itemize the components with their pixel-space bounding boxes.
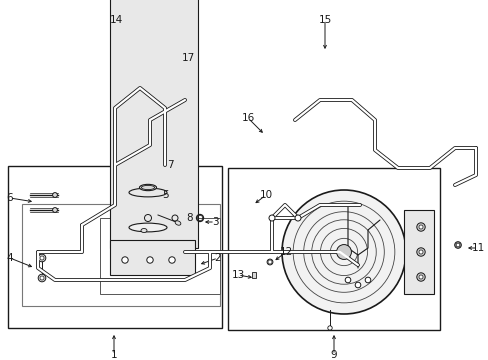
Text: 15: 15 xyxy=(318,15,331,25)
Bar xyxy=(110,240,195,275)
Circle shape xyxy=(40,256,44,260)
Text: 3: 3 xyxy=(211,217,218,227)
Text: 10: 10 xyxy=(259,190,272,200)
Text: 1: 1 xyxy=(110,350,117,360)
Ellipse shape xyxy=(53,208,57,212)
Circle shape xyxy=(416,248,425,256)
Circle shape xyxy=(416,223,425,231)
Ellipse shape xyxy=(455,243,459,247)
Bar xyxy=(403,210,433,294)
Bar xyxy=(251,271,256,278)
Ellipse shape xyxy=(129,188,167,197)
Ellipse shape xyxy=(129,223,167,232)
Text: 4: 4 xyxy=(7,253,13,263)
Circle shape xyxy=(336,244,351,260)
Text: 8: 8 xyxy=(186,213,193,223)
Text: 16: 16 xyxy=(241,113,254,123)
Circle shape xyxy=(345,277,350,283)
Bar xyxy=(227,168,439,330)
Bar xyxy=(129,193,167,228)
Circle shape xyxy=(268,215,274,221)
Ellipse shape xyxy=(139,184,156,191)
Text: 11: 11 xyxy=(470,243,484,253)
Circle shape xyxy=(168,257,175,263)
Text: 6: 6 xyxy=(7,193,13,203)
Circle shape xyxy=(354,282,360,288)
Ellipse shape xyxy=(53,193,57,197)
Circle shape xyxy=(365,277,370,283)
Circle shape xyxy=(294,215,301,221)
Circle shape xyxy=(418,250,422,254)
Text: 5: 5 xyxy=(163,190,169,200)
Ellipse shape xyxy=(175,221,181,225)
Circle shape xyxy=(38,274,46,282)
Bar xyxy=(100,218,220,294)
Circle shape xyxy=(38,254,46,262)
Ellipse shape xyxy=(454,242,460,248)
Text: 7: 7 xyxy=(166,160,173,170)
Circle shape xyxy=(418,225,422,229)
Circle shape xyxy=(416,273,425,281)
Text: 12: 12 xyxy=(279,247,292,257)
Text: 13: 13 xyxy=(231,270,244,280)
Text: 9: 9 xyxy=(330,350,337,360)
Circle shape xyxy=(122,257,128,263)
Bar xyxy=(8,166,222,328)
Circle shape xyxy=(418,275,422,279)
Ellipse shape xyxy=(141,185,154,190)
Circle shape xyxy=(40,276,44,280)
Ellipse shape xyxy=(141,229,147,233)
Circle shape xyxy=(146,257,153,263)
Circle shape xyxy=(282,190,405,314)
Text: 14: 14 xyxy=(109,15,122,25)
Bar xyxy=(22,204,220,306)
Text: 2: 2 xyxy=(214,253,221,263)
Text: 17: 17 xyxy=(181,53,194,63)
Bar xyxy=(110,0,198,248)
